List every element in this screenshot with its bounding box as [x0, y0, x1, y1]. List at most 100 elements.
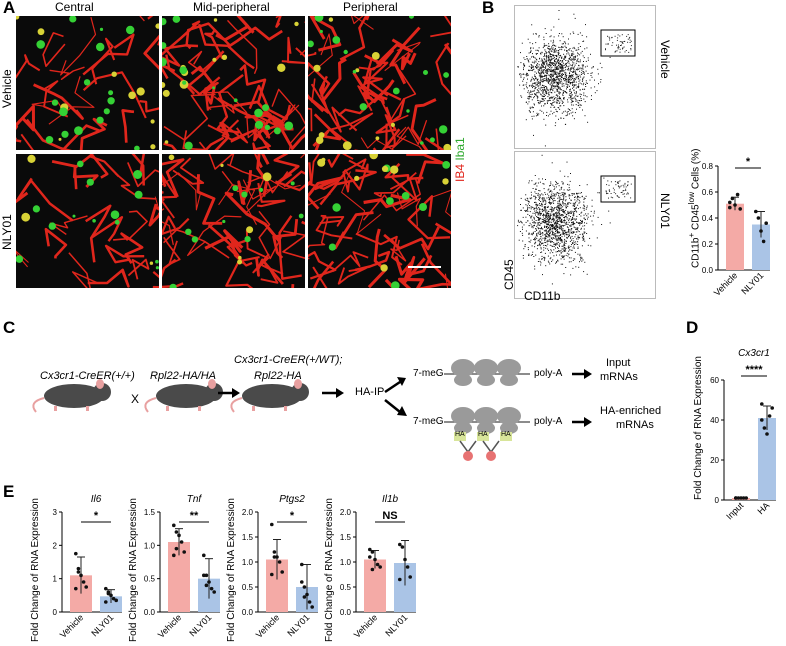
mouse-icon [230, 379, 309, 413]
vessel-stain [162, 190, 164, 194]
vessel-stain [42, 32, 66, 67]
vessel-stain [88, 154, 120, 178]
vessel-stain [424, 137, 445, 150]
tag-label: HA [455, 431, 465, 438]
mouse-label-rpl22: Rpl22-HA/HA [150, 370, 217, 382]
y-tick-label: 0.0 [340, 608, 352, 617]
data-point [204, 573, 209, 578]
microglia-cell [134, 145, 140, 150]
data-point [759, 229, 763, 233]
vessel-stain [435, 128, 440, 150]
data-point [400, 545, 405, 549]
vessel-stain [51, 160, 99, 188]
microglia-cell [164, 140, 169, 144]
chart-title: Ptgs2 [279, 494, 305, 505]
vessel-stain [434, 222, 451, 235]
polya-label-bottom: poly-A [534, 416, 563, 427]
micrograph-vehicle-central [16, 16, 159, 150]
data-point [172, 523, 176, 528]
microglia-cell [262, 104, 270, 112]
flow-plot-vehicle [514, 5, 656, 149]
tag-label: HA [478, 431, 488, 438]
vessel-stain [373, 171, 417, 198]
ylabel-sup: + [686, 232, 696, 238]
y-tick-label: 0.6 [702, 188, 714, 197]
vessel-stain [114, 172, 157, 200]
ribosome-icon [451, 407, 521, 434]
microglia-cell [61, 130, 69, 138]
microglia-cell [443, 72, 449, 78]
microglia-cell [133, 170, 143, 179]
vessel-stain [127, 258, 150, 280]
bar-vehicle [726, 203, 744, 270]
vessel-stain [384, 277, 425, 288]
y-tick-label: 1.0 [340, 558, 352, 567]
vessel-stain [204, 229, 244, 253]
microglia-cell [36, 40, 45, 49]
vessel-stain [308, 51, 317, 57]
data-point [275, 555, 279, 559]
vessel-stain [309, 16, 342, 52]
vessel-stain [148, 203, 159, 227]
gate-box [600, 29, 636, 57]
ha-enriched-line2: mRNAs [616, 419, 654, 431]
vessel-stain [91, 37, 116, 85]
vessel-stain [226, 26, 283, 49]
stain-legend: IB4 Iba1 [453, 137, 467, 182]
microglia-cell [220, 163, 224, 167]
vessel-stain [224, 191, 281, 243]
microglia-cell [439, 125, 448, 134]
vessel-stain [406, 154, 444, 184]
y-tick-label: 1.5 [340, 533, 352, 542]
microglia-cell [16, 16, 20, 20]
data-point [760, 402, 764, 406]
microglia-cell [27, 154, 36, 163]
vessel-stain [277, 124, 305, 150]
chart-e1: 0 1 2 3 Vehicle NLY01 * Il6 [53, 494, 122, 640]
y-tick-label: 60 [710, 376, 719, 385]
data-point [762, 426, 767, 430]
vessel-stain [337, 90, 402, 117]
microglia-cell [169, 283, 177, 288]
arrow-icon [572, 417, 592, 427]
ylabel-part: CD11b [690, 237, 702, 268]
col-label-peripheral: Peripheral [343, 0, 398, 14]
vessel-stain [396, 192, 421, 227]
chart-e1-ylabel: Fold Change of RNA Expression [30, 498, 41, 642]
microglia-cell [99, 27, 104, 31]
microglia-cell [238, 255, 242, 260]
microglia-cell [343, 144, 349, 149]
microglia-cell [103, 108, 110, 115]
microglia-cell [168, 154, 175, 161]
data-point [756, 216, 761, 220]
ribosome-icon [451, 359, 521, 386]
panel-label-e: E [3, 482, 15, 501]
data-point [179, 540, 184, 544]
data-point [204, 583, 209, 588]
y-tick-label: 0 [53, 608, 58, 617]
vessel-stain [319, 215, 345, 227]
microglia-cell [48, 222, 56, 230]
microglia-cell [262, 172, 272, 182]
vessel-stain [16, 104, 35, 132]
microglia-cell [110, 210, 120, 219]
microglia-cell [37, 28, 45, 36]
microglia-cell [354, 175, 360, 181]
data-point [277, 560, 282, 564]
arrow-icon [384, 377, 406, 394]
x-tick-label: Vehicle [352, 612, 380, 640]
chart-title: Il6 [91, 494, 102, 505]
vessel-stain [258, 210, 282, 260]
data-point [84, 585, 88, 589]
bar-vehicle [168, 542, 190, 612]
vessel-stain [239, 64, 267, 104]
microglia-cell [96, 116, 104, 124]
arrow-icon [384, 399, 407, 416]
arrow-icon [218, 388, 240, 398]
vessel-stain [327, 154, 341, 168]
vessel-stain [321, 57, 347, 101]
mouse-label-cross-line1: Cx3cr1-CreER(+/WT); [234, 354, 343, 366]
chart-title: Cx3cr1 [738, 348, 770, 359]
vessel-stain [400, 52, 417, 71]
microglia-cell [332, 36, 341, 44]
